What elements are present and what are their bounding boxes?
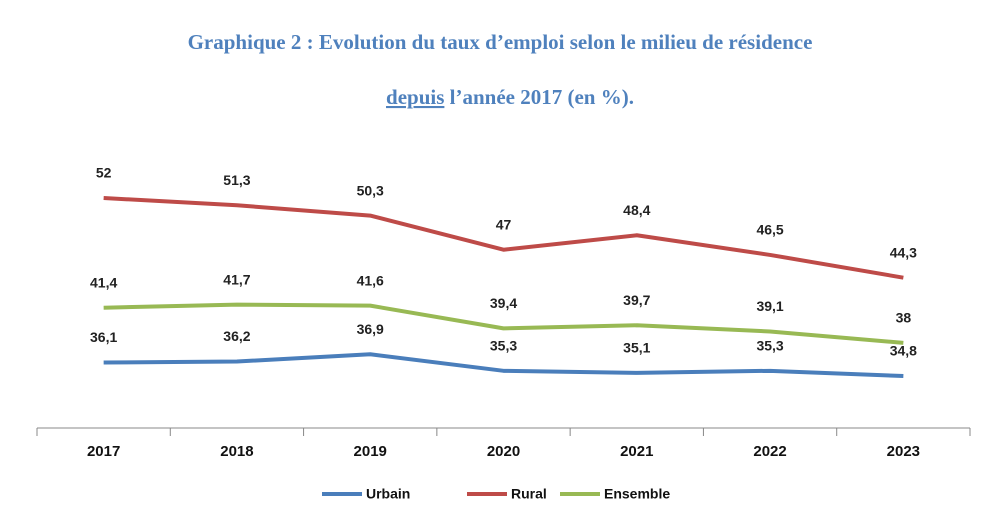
chart-title-underlined: depuis (386, 85, 444, 109)
data-label: 48,4 (623, 202, 650, 218)
data-label: 51,3 (223, 172, 250, 188)
x-tick-label: 2017 (87, 443, 120, 460)
series-line (103, 302, 904, 345)
x-tick-label: 2022 (753, 443, 786, 460)
chart-title-rest: l’année 2017 (en %). (444, 85, 634, 109)
chart-title: Graphique 2 : Evolution du taux d’emploi… (188, 30, 813, 54)
x-tick-label: 2019 (354, 443, 387, 460)
data-label: 46,5 (756, 222, 783, 238)
x-tick-label: 2023 (887, 443, 920, 460)
data-label: 36,1 (90, 329, 117, 345)
series-line (103, 196, 904, 280)
data-label: 41,6 (357, 272, 384, 288)
data-label: 39,4 (490, 295, 517, 311)
data-label: 34,8 (890, 343, 917, 359)
data-label: 50,3 (357, 182, 384, 198)
data-label: 38 (896, 310, 912, 326)
chart-title: depuis l’année 2017 (en %). (386, 85, 634, 109)
data-label: 35,3 (490, 338, 517, 354)
data-label: 35,3 (756, 338, 783, 354)
data-label: 41,7 (223, 271, 250, 287)
x-tick-label: 2020 (487, 443, 520, 460)
x-tick-label: 2018 (220, 443, 253, 460)
legend-label: Rural (511, 486, 547, 502)
legend-label: Urbain (366, 486, 410, 502)
series-line (103, 352, 904, 378)
data-label: 47 (496, 216, 512, 232)
x-tick-label: 2021 (620, 443, 653, 460)
data-label: 39,7 (623, 292, 650, 308)
data-label: 41,4 (90, 274, 117, 290)
data-label: 36,2 (223, 328, 250, 344)
data-label: 35,1 (623, 340, 650, 356)
legend-label: Ensemble (604, 486, 670, 502)
data-label: 36,9 (357, 321, 384, 337)
data-label: 52 (96, 165, 112, 181)
data-label: 44,3 (890, 244, 917, 260)
data-label: 39,1 (756, 298, 783, 314)
